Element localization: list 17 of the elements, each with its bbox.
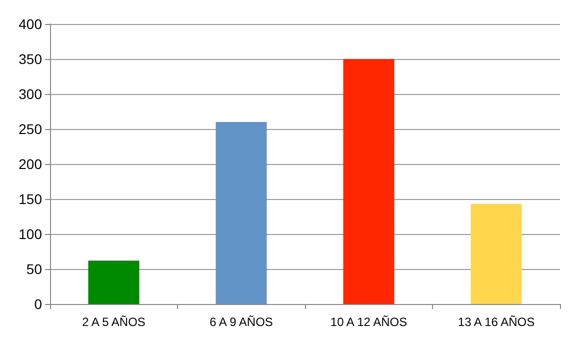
x-tick-label: 10 A 12 AÑOS <box>330 315 408 329</box>
y-tick-label: 100 <box>18 226 42 242</box>
y-tick-label: 400 <box>18 16 42 32</box>
bar <box>343 59 394 304</box>
x-tick-label: 6 A 9 AÑOS <box>210 315 273 329</box>
y-tick-label: 250 <box>18 121 42 137</box>
y-tick-label: 150 <box>18 191 42 207</box>
y-tick-label: 300 <box>18 86 42 102</box>
y-tick-label: 350 <box>18 51 42 67</box>
x-tick-label: 13 A 16 AÑOS <box>458 315 535 329</box>
bar <box>216 122 267 304</box>
y-tick-label: 0 <box>34 296 42 312</box>
y-tick-label: 200 <box>18 156 42 172</box>
bar <box>88 260 140 304</box>
bar <box>470 204 522 304</box>
x-tick-label: 2 A 5 AÑOS <box>82 315 146 329</box>
y-tick-label: 50 <box>26 261 42 277</box>
